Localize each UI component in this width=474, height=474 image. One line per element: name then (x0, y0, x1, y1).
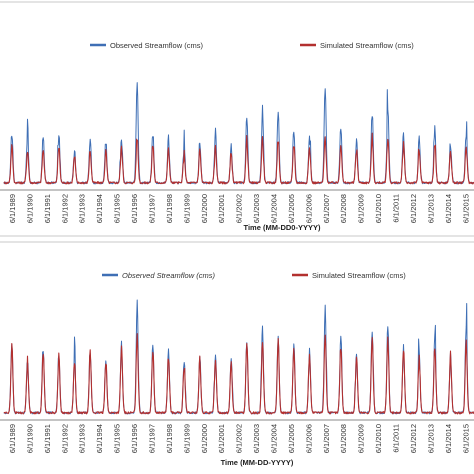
x-tick-label: 6/1/2002 (235, 424, 244, 453)
x-tick-label: 6/1/2013 (426, 194, 435, 223)
bottom-x-tick-labels: 6/1/1989 6/1/1990 6/1/1991 6/1/1992 6/1/1993… (8, 424, 470, 453)
x-tick-label: 6/1/1990 (25, 424, 34, 453)
top-legend-observed-label: Observed Streamflow (cms) (110, 41, 203, 50)
x-tick-label: 6/1/1992 (60, 194, 69, 223)
x-tick-label: 6/1/2006 (304, 194, 313, 223)
x-tick-label: 6/1/1994 (95, 424, 104, 453)
x-tick-label: 6/1/2009 (357, 194, 366, 223)
x-tick-label: 6/1/1994 (95, 194, 104, 223)
x-tick-label: 6/1/1995 (113, 424, 122, 453)
x-tick-label: 6/1/2009 (357, 424, 366, 453)
x-tick-label: 6/1/2001 (217, 194, 226, 223)
x-tick-label: 6/1/1990 (25, 194, 34, 223)
x-tick-label: 6/1/2003 (252, 424, 261, 453)
x-tick-label: 6/1/2004 (270, 424, 279, 453)
top-legend: Observed Streamflow (cms) Simulated Stre… (90, 41, 414, 50)
x-tick-label: 6/1/2000 (200, 424, 209, 453)
bottom-chart-panel: Observed Streamflow (cms) Simulated Stre… (0, 241, 474, 467)
bottom-legend-observed-label: Observed Streamflow (cms) (122, 271, 215, 280)
x-tick-label: 6/1/2011 (392, 194, 401, 223)
x-tick-label: 6/1/2011 (392, 424, 401, 453)
bottom-plot-area (3, 299, 474, 415)
x-tick-label: 6/1/2007 (322, 424, 331, 453)
x-tick-label: 6/1/2002 (235, 194, 244, 223)
bottom-legend-simulated-label: Simulated Streamflow (cms) (312, 271, 406, 280)
x-tick-label: 6/1/1995 (113, 194, 122, 223)
x-tick-label: 6/1/2007 (322, 194, 331, 223)
x-tick-label: 6/1/2003 (252, 194, 261, 223)
x-tick-label: 6/1/2010 (374, 424, 383, 453)
x-tick-label: 6/1/1998 (165, 424, 174, 453)
x-tick-label: 6/1/1989 (8, 194, 17, 223)
x-tick-label: 6/1/2015 (461, 194, 470, 223)
x-tick-label: 6/1/1991 (43, 194, 52, 223)
x-tick-label: 6/1/2014 (444, 194, 453, 223)
x-tick-label: 6/1/2014 (444, 424, 453, 453)
x-tick-label: 6/1/2010 (374, 194, 383, 223)
top-chart-panel: Observed Streamflow (cms) Simulated Stre… (0, 1, 474, 237)
x-tick-label: 6/1/1997 (148, 194, 157, 223)
x-tick-label: 6/1/1991 (43, 424, 52, 453)
x-tick-label: 6/1/2000 (200, 194, 209, 223)
top-x-axis-title: Time (MM-DD0-YYYY) (244, 223, 321, 232)
top-x-tick-labels: 6/1/1989 6/1/1990 6/1/1991 6/1/1992 6/1/1993… (8, 194, 470, 223)
x-tick-label: 6/1/1996 (130, 194, 139, 223)
x-tick-label: 6/1/2001 (217, 424, 226, 453)
x-tick-label: 6/1/2013 (426, 424, 435, 453)
x-tick-label: 6/1/2008 (339, 194, 348, 223)
bottom-x-axis-title: Time (MM-DD-YYYY) (221, 458, 294, 467)
x-tick-label: 6/1/2012 (409, 424, 418, 453)
x-tick-label: 6/1/1999 (182, 194, 191, 223)
x-tick-label: 6/1/2008 (339, 424, 348, 453)
simulated-series-line-1 (3, 333, 474, 415)
bottom-legend: Observed Streamflow (cms) Simulated Stre… (102, 271, 406, 280)
x-tick-label: 6/1/1989 (8, 424, 17, 453)
x-tick-label: 6/1/1992 (60, 424, 69, 453)
x-tick-label: 6/1/2012 (409, 194, 418, 223)
top-plot-area (3, 82, 474, 185)
x-tick-label: 6/1/1998 (165, 194, 174, 223)
x-tick-label: 6/1/2006 (304, 424, 313, 453)
x-tick-label: 6/1/2005 (287, 194, 296, 223)
x-tick-label: 6/1/1999 (182, 424, 191, 453)
x-tick-label: 6/1/1996 (130, 424, 139, 453)
x-tick-label: 6/1/1993 (78, 194, 87, 223)
x-tick-label: 6/1/1997 (148, 424, 157, 453)
x-tick-label: 6/1/1993 (78, 424, 87, 453)
x-tick-label: 6/1/2004 (270, 194, 279, 223)
x-tick-label: 6/1/2005 (287, 424, 296, 453)
simulated-series-line-0 (3, 132, 474, 185)
top-legend-simulated-label: Simulated Streamflow (cms) (320, 41, 414, 50)
x-tick-label: 6/1/2015 (461, 424, 470, 453)
